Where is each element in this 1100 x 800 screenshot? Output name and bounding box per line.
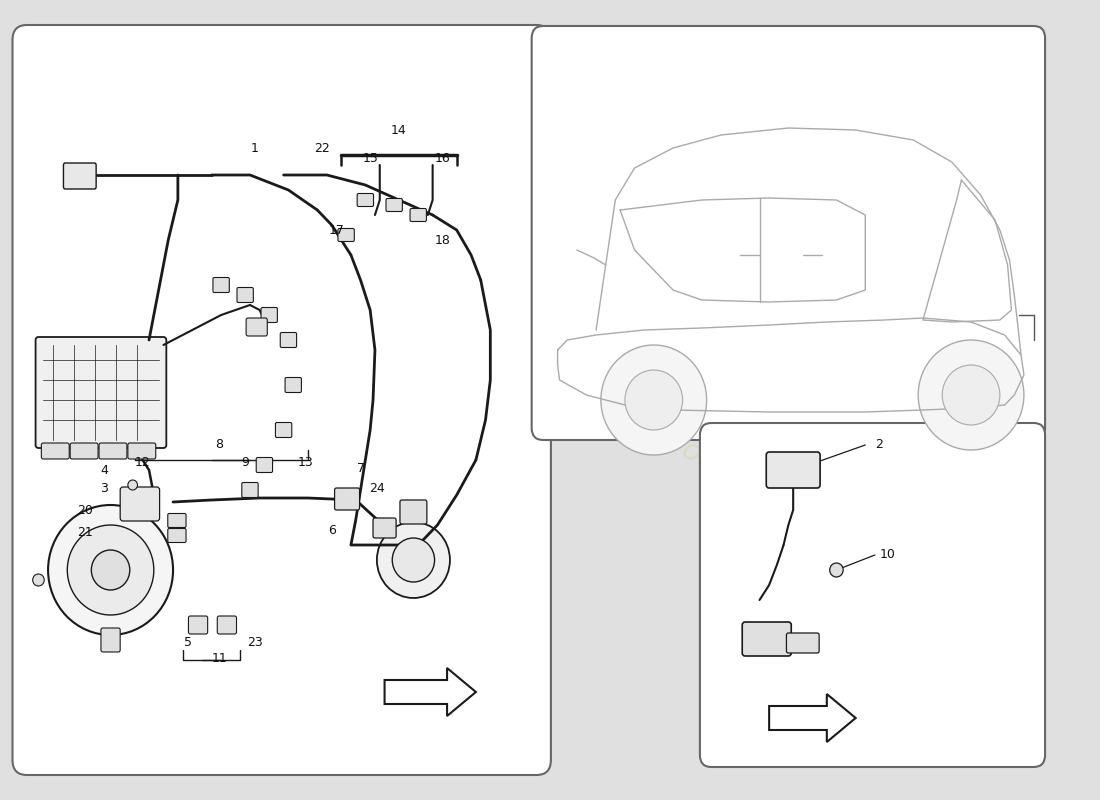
FancyBboxPatch shape: [410, 209, 427, 222]
FancyBboxPatch shape: [120, 487, 160, 521]
Circle shape: [91, 550, 130, 590]
Circle shape: [918, 340, 1024, 450]
FancyBboxPatch shape: [99, 443, 127, 459]
FancyBboxPatch shape: [70, 443, 98, 459]
FancyBboxPatch shape: [280, 333, 297, 347]
Text: 6: 6: [328, 523, 336, 537]
Text: 4: 4: [100, 463, 108, 477]
Text: eurospares: eurospares: [442, 100, 1038, 500]
Text: 12: 12: [134, 457, 151, 470]
Text: 2: 2: [874, 438, 883, 451]
FancyBboxPatch shape: [386, 198, 403, 211]
FancyBboxPatch shape: [188, 616, 208, 634]
FancyBboxPatch shape: [358, 194, 374, 206]
FancyBboxPatch shape: [213, 278, 229, 293]
Text: 21: 21: [77, 526, 92, 538]
FancyBboxPatch shape: [12, 25, 551, 775]
FancyBboxPatch shape: [261, 307, 277, 322]
FancyBboxPatch shape: [246, 318, 267, 336]
Circle shape: [33, 574, 44, 586]
FancyBboxPatch shape: [256, 458, 273, 473]
Text: 18: 18: [434, 234, 450, 246]
Text: 22: 22: [315, 142, 330, 154]
Text: 14: 14: [392, 123, 407, 137]
FancyBboxPatch shape: [531, 26, 1045, 440]
FancyBboxPatch shape: [128, 443, 156, 459]
FancyBboxPatch shape: [700, 423, 1045, 767]
FancyBboxPatch shape: [334, 488, 360, 510]
FancyBboxPatch shape: [373, 518, 396, 538]
Text: 3: 3: [100, 482, 108, 494]
Text: 9: 9: [241, 457, 249, 470]
Text: 11: 11: [211, 651, 227, 665]
Polygon shape: [385, 668, 476, 716]
Circle shape: [48, 505, 173, 635]
FancyBboxPatch shape: [64, 163, 96, 189]
FancyBboxPatch shape: [767, 452, 821, 488]
Text: 16: 16: [434, 151, 450, 165]
FancyBboxPatch shape: [742, 622, 791, 656]
Circle shape: [128, 480, 138, 490]
Circle shape: [625, 370, 683, 430]
FancyBboxPatch shape: [236, 287, 253, 302]
FancyBboxPatch shape: [338, 229, 354, 242]
FancyBboxPatch shape: [42, 443, 69, 459]
Text: 20: 20: [77, 503, 92, 517]
FancyBboxPatch shape: [168, 529, 186, 542]
FancyBboxPatch shape: [400, 500, 427, 524]
Text: 8: 8: [216, 438, 223, 451]
Text: a passion for parts since 1985: a passion for parts since 1985: [534, 352, 947, 608]
FancyBboxPatch shape: [101, 628, 120, 652]
Circle shape: [943, 365, 1000, 425]
Polygon shape: [769, 694, 856, 742]
FancyBboxPatch shape: [786, 633, 820, 653]
Circle shape: [601, 345, 706, 455]
FancyBboxPatch shape: [168, 514, 186, 527]
Circle shape: [377, 522, 450, 598]
Text: 13: 13: [298, 457, 314, 470]
Circle shape: [67, 525, 154, 615]
Text: 23: 23: [246, 635, 263, 649]
Text: 1: 1: [251, 142, 258, 154]
FancyBboxPatch shape: [35, 337, 166, 448]
Text: 10: 10: [880, 549, 895, 562]
Text: 7: 7: [356, 462, 364, 474]
FancyBboxPatch shape: [275, 422, 292, 438]
Text: 24: 24: [368, 482, 385, 494]
FancyBboxPatch shape: [218, 616, 236, 634]
FancyBboxPatch shape: [242, 482, 258, 498]
Text: 17: 17: [329, 223, 344, 237]
Circle shape: [393, 538, 434, 582]
Circle shape: [829, 563, 844, 577]
Text: 5: 5: [185, 635, 192, 649]
FancyBboxPatch shape: [285, 378, 301, 393]
Text: 15: 15: [362, 151, 378, 165]
